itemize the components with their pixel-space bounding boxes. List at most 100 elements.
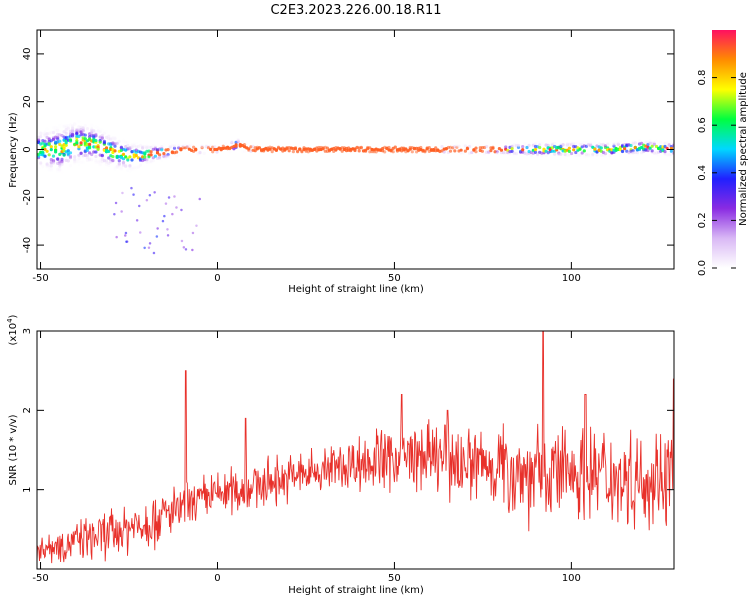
spectrogram-cell — [81, 126, 85, 130]
spectrogram-cell — [576, 153, 580, 157]
spectrogram-cell — [71, 124, 75, 128]
spectrogram-cell — [47, 168, 51, 172]
spectrogram-cell — [111, 137, 115, 141]
spectrogram-cell — [77, 128, 81, 132]
spectrogram-cell — [451, 146, 455, 150]
spectrogram-cell — [567, 153, 571, 157]
spectrogram-cell — [470, 143, 474, 147]
spectrogram-cell — [81, 127, 85, 131]
spectrogram-cell — [423, 149, 427, 153]
spectrogram-cell — [138, 163, 143, 167]
spectrogram-cell — [58, 167, 62, 171]
colorbar-tick-label: 0.0 — [697, 260, 708, 276]
spectrogram-cell — [597, 142, 601, 146]
spectrogram-cell — [81, 126, 85, 130]
spectrogram-cell — [474, 150, 478, 154]
spectrogram-cell — [75, 159, 79, 163]
spectrogram-blobs — [37, 119, 674, 255]
spectrogram-cell — [620, 149, 625, 153]
spectrogram-cell — [43, 144, 47, 148]
spectrogram-cell — [56, 167, 60, 171]
spectrogram-cell — [49, 163, 53, 168]
spectrogram-cell — [240, 150, 244, 154]
spectrogram-cell — [586, 154, 591, 158]
spectrogram-cell — [115, 164, 119, 168]
spectrogram-cell — [90, 128, 94, 132]
spectrogram-cell — [482, 152, 487, 156]
spectrogram-cell — [162, 154, 166, 158]
spectrogram-cell — [51, 154, 56, 158]
snr-y-tick-label: 1 — [22, 486, 33, 492]
spectrogram-cell — [96, 160, 100, 164]
spectrogram-x-tick-label: -50 — [32, 273, 48, 284]
spectrogram-cell — [527, 143, 531, 147]
spectrogram-cell — [663, 150, 667, 154]
spectrogram-cell — [523, 151, 527, 155]
spectrogram-cell — [648, 139, 652, 143]
spectrogram-cell — [73, 122, 77, 126]
spectrogram-cell — [565, 142, 569, 146]
spectrogram-cell — [599, 146, 603, 150]
spectrogram-cell — [196, 152, 200, 156]
spectrogram-cell — [533, 142, 538, 146]
spectrogram-cell — [175, 154, 179, 158]
spectrogram-cell — [81, 128, 85, 132]
spectrogram-cell — [64, 143, 68, 147]
spectrogram-cell — [88, 157, 92, 161]
spectrogram-cell — [172, 146, 177, 150]
colorbar-gradient — [712, 30, 736, 268]
spectrogram-cell — [236, 139, 240, 143]
spectrogram-cell — [149, 159, 153, 163]
spectrogram-cell — [557, 151, 561, 155]
spectrogram-cell — [657, 153, 661, 157]
spectrogram-cell — [459, 151, 463, 155]
spectrogram-cell — [521, 145, 525, 149]
spectrogram-cell — [625, 149, 629, 153]
spectrogram-cell — [599, 143, 603, 147]
spectrogram-cell — [567, 146, 571, 150]
spectrogram-cell — [45, 149, 49, 153]
spectrogram-cell — [39, 161, 43, 165]
spectrogram-cell — [85, 153, 89, 157]
spectrogram-cell — [121, 163, 126, 167]
spectrogram-cell — [440, 145, 444, 149]
spectrogram-cell — [128, 164, 132, 168]
spectrogram-cell — [631, 149, 635, 153]
spectrogram-cell — [612, 142, 616, 146]
spectrogram-cell — [221, 144, 225, 148]
spectrogram-cell — [635, 151, 639, 155]
spectrogram-cell — [92, 128, 96, 133]
spectrogram-cell — [200, 146, 204, 150]
spectrogram-cell — [553, 141, 557, 145]
spectrogram-cell — [66, 159, 70, 163]
spectrogram-cell — [62, 153, 66, 157]
spectrogram-cell — [404, 147, 408, 151]
spectrogram-cell — [580, 140, 584, 144]
spectrogram-cell — [574, 150, 578, 155]
spectrogram-cell — [71, 126, 75, 130]
spectrogram-cell — [104, 130, 109, 134]
spectrogram-cell — [62, 124, 66, 128]
spectrogram-cell — [538, 145, 542, 150]
spectrogram-cell — [136, 165, 140, 169]
spectrogram-cell — [374, 150, 378, 154]
spectrogram-cell — [149, 150, 153, 154]
spectrogram-cell — [79, 127, 83, 131]
spectrogram-cell — [68, 154, 73, 158]
spectrogram-cell — [646, 142, 650, 147]
spectrogram-cell — [56, 157, 60, 161]
spectrogram-cell — [130, 166, 134, 170]
spectrogram-cell — [121, 161, 126, 165]
spectrogram-cell — [62, 130, 66, 134]
spectrogram-cell — [158, 156, 162, 161]
spectrogram-cell — [633, 146, 637, 150]
spectrogram-cell — [442, 150, 446, 154]
spectrogram-cell — [482, 145, 487, 150]
spectrogram-cell — [117, 162, 121, 167]
spectrogram-cell — [102, 159, 106, 163]
spectrogram-cell — [83, 137, 87, 141]
spectrogram-cell — [60, 123, 64, 127]
spectrogram-cell — [100, 133, 104, 137]
spectrogram-cell — [90, 127, 94, 131]
spectrogram-cell — [75, 131, 79, 136]
